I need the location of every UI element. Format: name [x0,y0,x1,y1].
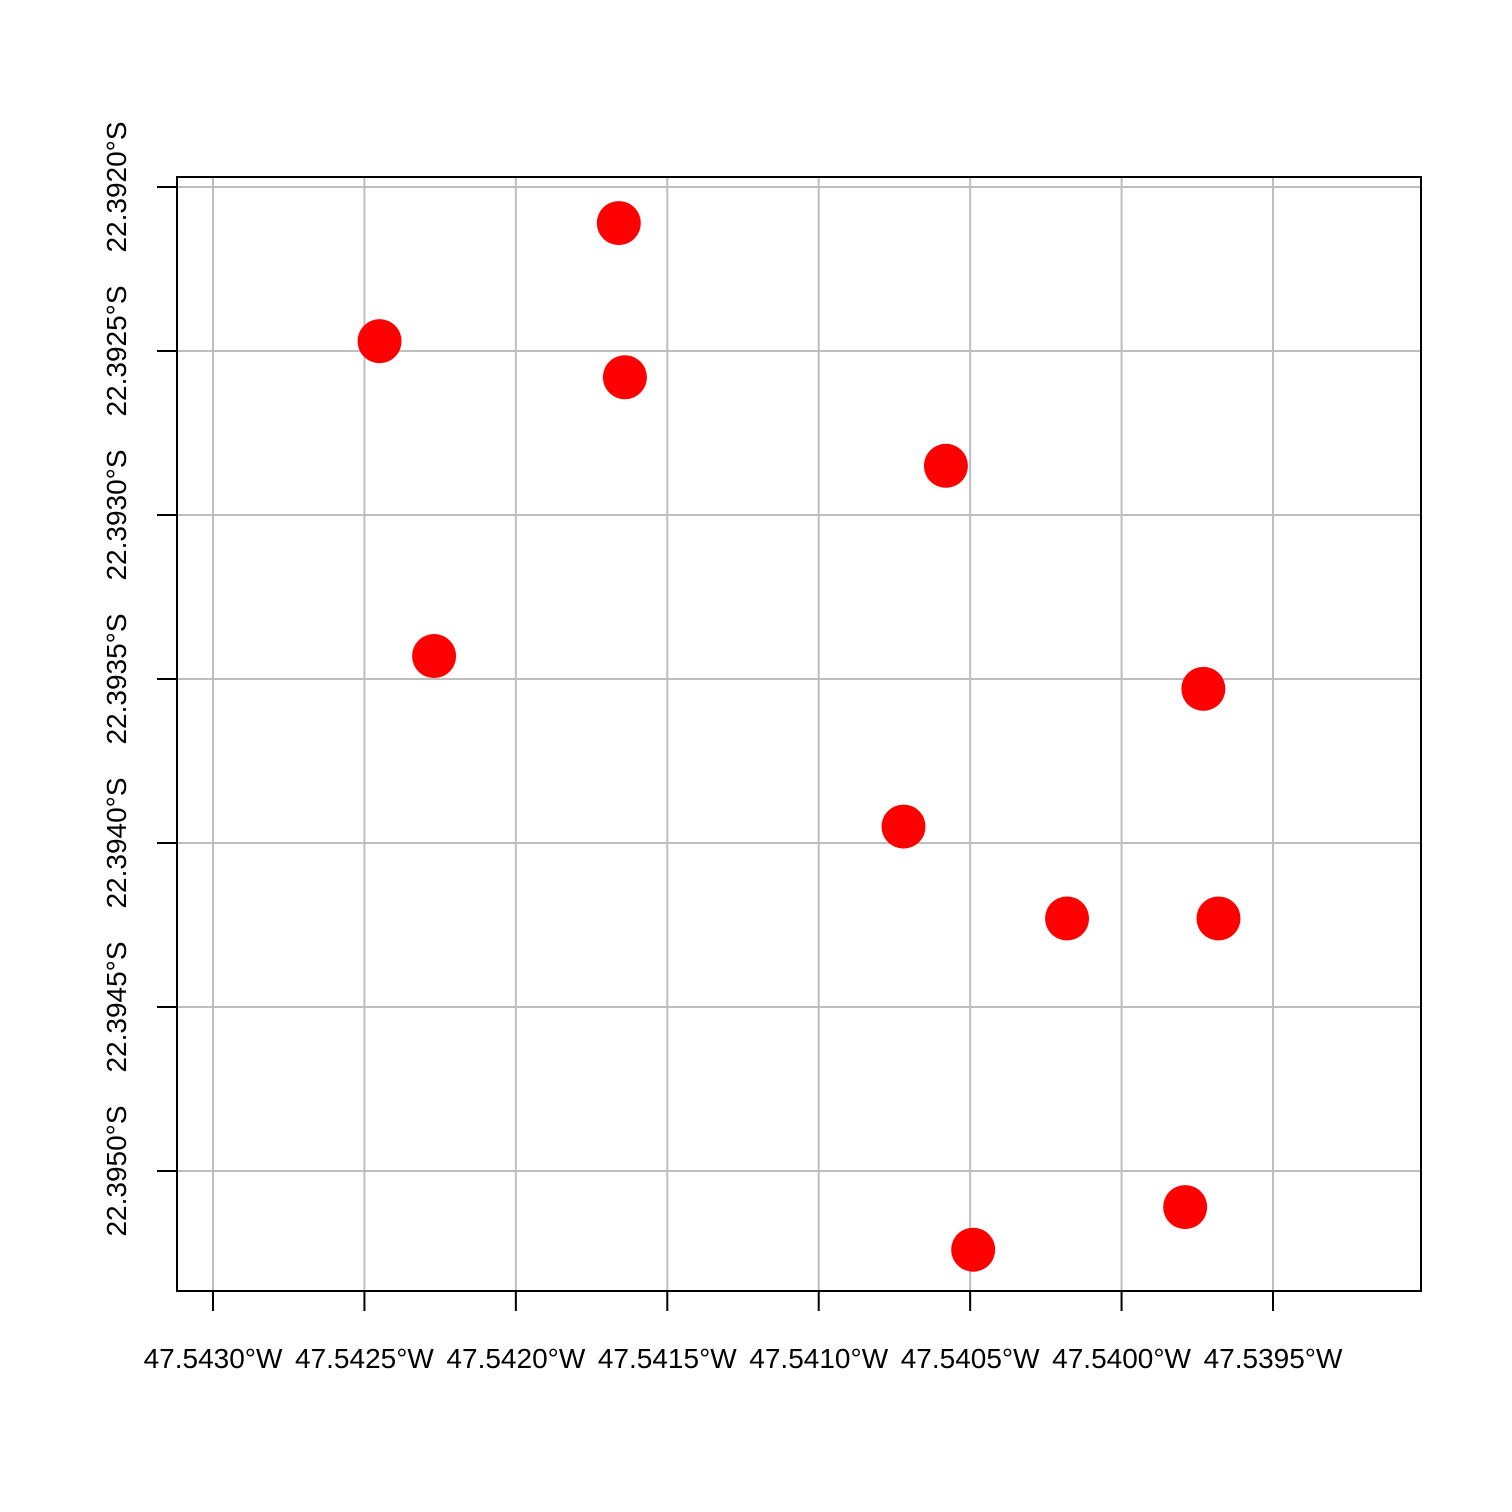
y-tick-label: 22.3945°S [101,941,132,1072]
y-axis: 22.3920°S 22.3925°S 22.3930°S 22.3935°S 22.3… [101,121,177,1237]
data-point [881,804,926,849]
data-point [1163,1185,1208,1230]
data-point [951,1227,996,1272]
data-point [1196,896,1241,941]
data-point [1045,896,1090,941]
x-tick-label: 47.5425°W [295,1343,434,1374]
x-tick-label: 47.5410°W [749,1343,888,1374]
data-point [357,319,402,364]
x-tick-label: 47.5430°W [144,1343,283,1374]
y-tick-label: 22.3925°S [101,285,132,416]
data-point [602,355,647,400]
data-point [412,634,457,679]
x-tick-label: 47.5395°W [1204,1343,1343,1374]
data-point [923,443,968,488]
y-tick-label: 22.3920°S [101,121,132,252]
y-tick-label: 22.3940°S [101,777,132,908]
data-point [596,201,641,246]
x-axis: 47.5430°W 47.5425°W 47.5420°W 47.5415°W 47.5… [144,1291,1343,1374]
grid-lines [177,177,1421,1291]
data-point [1181,666,1226,711]
plot-frame [176,176,1422,1292]
x-tick-label: 47.5415°W [598,1343,737,1374]
y-tick-label: 22.3950°S [101,1105,132,1236]
y-tick-label: 22.3930°S [101,449,132,580]
y-tick-label: 22.3935°S [101,613,132,744]
x-tick-label: 47.5405°W [901,1343,1040,1374]
x-tick-label: 47.5420°W [446,1343,585,1374]
x-tick-label: 47.5400°W [1052,1343,1191,1374]
data-points [357,201,1241,1272]
